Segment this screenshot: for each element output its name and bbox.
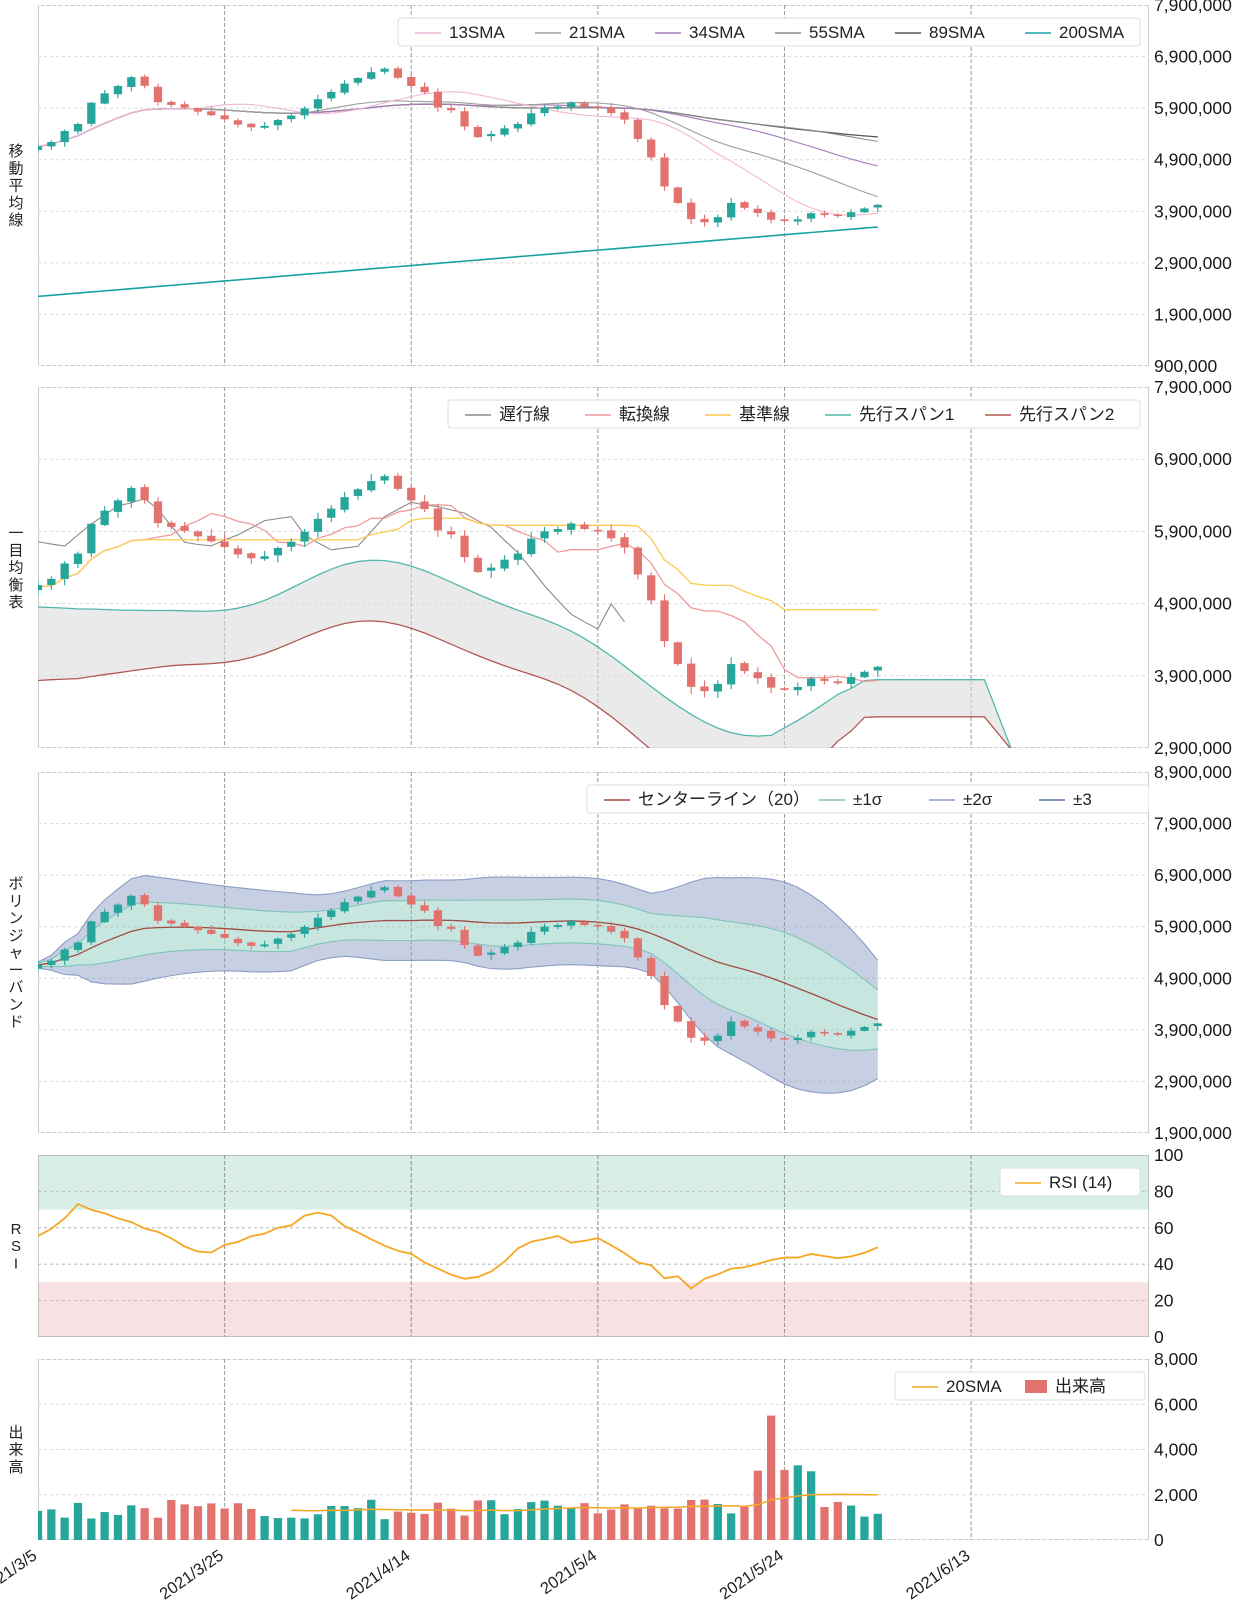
svg-text:8,000: 8,000 bbox=[1154, 1349, 1198, 1369]
svg-text:2021/4/14: 2021/4/14 bbox=[343, 1547, 413, 1600]
svg-text:6,900,000: 6,900,000 bbox=[1154, 449, 1232, 469]
svg-text:一: 一 bbox=[8, 525, 23, 542]
svg-text:ン: ン bbox=[8, 910, 23, 927]
svg-text:89SMA: 89SMA bbox=[929, 23, 985, 42]
svg-text:3,900,000: 3,900,000 bbox=[1154, 666, 1232, 686]
svg-text:ボ: ボ bbox=[8, 876, 23, 893]
svg-text:7,900,000: 7,900,000 bbox=[1154, 377, 1232, 397]
svg-text:出: 出 bbox=[8, 1424, 23, 1441]
svg-text:動: 動 bbox=[8, 160, 23, 177]
svg-text:3,900,000: 3,900,000 bbox=[1154, 201, 1232, 221]
svg-text:200SMA: 200SMA bbox=[1059, 23, 1125, 42]
svg-text:先行スパン2: 先行スパン2 bbox=[1019, 405, 1114, 424]
svg-text:センターライン（20）: センターライン（20） bbox=[638, 790, 810, 809]
svg-text:出来高: 出来高 bbox=[1055, 1377, 1106, 1396]
svg-text:±3: ±3 bbox=[1073, 790, 1092, 809]
svg-text:I: I bbox=[14, 1255, 18, 1272]
svg-text:1,900,000: 1,900,000 bbox=[1154, 304, 1232, 324]
svg-text:5,900,000: 5,900,000 bbox=[1154, 521, 1232, 541]
svg-text:2,000: 2,000 bbox=[1154, 1485, 1198, 1505]
svg-text:均: 均 bbox=[8, 195, 23, 212]
svg-text:ジ: ジ bbox=[8, 927, 23, 944]
svg-text:ャ: ャ bbox=[8, 945, 23, 962]
svg-text:13SMA: 13SMA bbox=[449, 23, 505, 42]
svg-text:34SMA: 34SMA bbox=[689, 23, 745, 42]
svg-text:8,900,000: 8,900,000 bbox=[1154, 762, 1232, 782]
svg-text:4,900,000: 4,900,000 bbox=[1154, 150, 1232, 170]
svg-text:80: 80 bbox=[1154, 1181, 1174, 1201]
svg-text:移: 移 bbox=[8, 143, 23, 160]
svg-text:±2σ: ±2σ bbox=[963, 790, 993, 809]
svg-text:900,000: 900,000 bbox=[1154, 356, 1218, 376]
svg-text:20SMA: 20SMA bbox=[946, 1377, 1002, 1396]
svg-text:7,900,000: 7,900,000 bbox=[1154, 814, 1232, 834]
svg-text:6,900,000: 6,900,000 bbox=[1154, 47, 1232, 67]
svg-text:2021/3/5: 2021/3/5 bbox=[0, 1547, 40, 1599]
svg-text:ド: ド bbox=[8, 1014, 23, 1031]
svg-text:2021/5/24: 2021/5/24 bbox=[716, 1547, 786, 1600]
svg-text:衡: 衡 bbox=[8, 577, 23, 594]
svg-text:7,900,000: 7,900,000 bbox=[1154, 0, 1232, 15]
svg-text:20: 20 bbox=[1154, 1291, 1174, 1311]
svg-text:基準線: 基準線 bbox=[739, 405, 790, 424]
svg-text:100: 100 bbox=[1154, 1145, 1183, 1165]
svg-text:55SMA: 55SMA bbox=[809, 23, 865, 42]
svg-text:0: 0 bbox=[1154, 1327, 1164, 1347]
svg-text:±1σ: ±1σ bbox=[853, 790, 883, 809]
svg-text:2,900,000: 2,900,000 bbox=[1154, 738, 1232, 758]
svg-text:線: 線 bbox=[8, 212, 23, 229]
svg-text:2,900,000: 2,900,000 bbox=[1154, 1071, 1232, 1091]
svg-text:遅行線: 遅行線 bbox=[499, 405, 550, 424]
svg-text:5,900,000: 5,900,000 bbox=[1154, 98, 1232, 118]
svg-text:6,900,000: 6,900,000 bbox=[1154, 865, 1232, 885]
svg-text:4,000: 4,000 bbox=[1154, 1440, 1198, 1460]
svg-text:60: 60 bbox=[1154, 1218, 1174, 1238]
svg-text:4,900,000: 4,900,000 bbox=[1154, 594, 1232, 614]
svg-text:先行スパン1: 先行スパン1 bbox=[859, 405, 954, 424]
svg-text:来: 来 bbox=[8, 1442, 23, 1459]
svg-text:4,900,000: 4,900,000 bbox=[1154, 968, 1232, 988]
svg-text:目: 目 bbox=[8, 542, 23, 559]
svg-text:ー: ー bbox=[8, 962, 23, 979]
svg-text:ン: ン bbox=[8, 996, 23, 1013]
svg-text:5,900,000: 5,900,000 bbox=[1154, 917, 1232, 937]
svg-text:リ: リ bbox=[8, 893, 23, 910]
svg-text:2,900,000: 2,900,000 bbox=[1154, 253, 1232, 273]
svg-text:40: 40 bbox=[1154, 1254, 1174, 1274]
svg-text:S: S bbox=[11, 1238, 21, 1255]
svg-text:6,000: 6,000 bbox=[1154, 1394, 1198, 1414]
svg-text:0: 0 bbox=[1154, 1530, 1164, 1550]
svg-text:平: 平 bbox=[8, 178, 23, 195]
svg-text:1,900,000: 1,900,000 bbox=[1154, 1123, 1232, 1143]
svg-text:均: 均 bbox=[8, 560, 23, 577]
svg-text:21SMA: 21SMA bbox=[569, 23, 625, 42]
svg-text:高: 高 bbox=[8, 1459, 23, 1476]
svg-text:2021/3/25: 2021/3/25 bbox=[156, 1547, 226, 1600]
svg-text:2021/5/4: 2021/5/4 bbox=[537, 1547, 600, 1599]
svg-text:3,900,000: 3,900,000 bbox=[1154, 1020, 1232, 1040]
svg-text:バ: バ bbox=[8, 979, 23, 996]
svg-text:2021/6/13: 2021/6/13 bbox=[903, 1547, 973, 1600]
svg-text:転換線: 転換線 bbox=[619, 405, 670, 424]
svg-text:RSI (14): RSI (14) bbox=[1049, 1173, 1112, 1192]
svg-text:表: 表 bbox=[8, 594, 23, 611]
svg-text:R: R bbox=[11, 1221, 22, 1238]
